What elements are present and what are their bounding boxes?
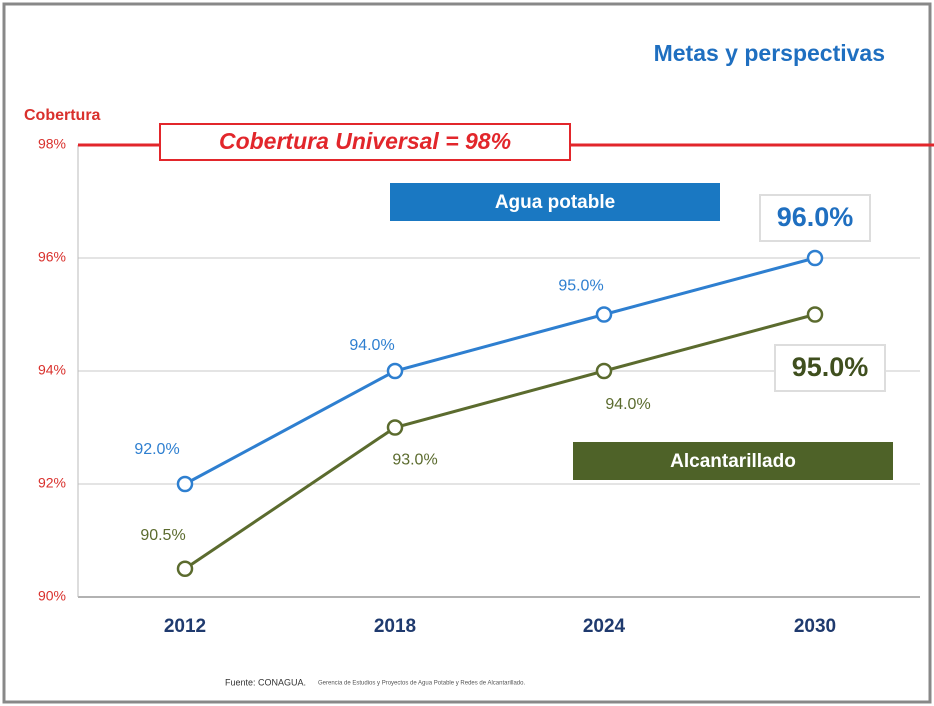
x-tick-label: 2018 bbox=[374, 616, 416, 637]
value-label: 94.0% bbox=[605, 396, 650, 413]
legend-label: Alcantarillado bbox=[670, 451, 796, 472]
value-label: 95.0% bbox=[792, 352, 869, 382]
x-tick-label: 2030 bbox=[794, 616, 836, 637]
data-point bbox=[597, 364, 611, 378]
value-label: 94.0% bbox=[349, 337, 394, 354]
target-label: Cobertura Universal = 98% bbox=[219, 128, 511, 154]
source-detail: Gerencia de Estudios y Proyectos de Agua… bbox=[318, 681, 525, 687]
x-tick-label: 2024 bbox=[583, 616, 626, 637]
chart: Metas y perspectivas Cobertura Fuente: C… bbox=[0, 0, 934, 706]
value-label: 92.0% bbox=[134, 441, 179, 458]
source: Fuente: CONAGUA. bbox=[225, 677, 306, 687]
data-point bbox=[597, 308, 611, 322]
page: Metas y perspectivas Cobertura Fuente: C… bbox=[0, 0, 934, 706]
data-point bbox=[388, 421, 402, 435]
y-tick-label: 90% bbox=[38, 588, 66, 604]
legend-label: Agua potable bbox=[495, 192, 615, 213]
y-tick-label: 92% bbox=[38, 475, 66, 491]
y-axis-title: Cobertura bbox=[24, 107, 101, 124]
data-point bbox=[178, 562, 192, 576]
value-label: 95.0% bbox=[558, 278, 603, 295]
y-tick-label: 96% bbox=[38, 249, 66, 265]
data-point bbox=[388, 364, 402, 378]
data-point bbox=[178, 477, 192, 491]
data-point bbox=[808, 251, 822, 265]
chart-title: Metas y perspectivas bbox=[654, 40, 885, 66]
value-label: 93.0% bbox=[392, 452, 437, 469]
x-tick-label: 2012 bbox=[164, 616, 206, 637]
y-tick-label: 94% bbox=[38, 362, 66, 378]
data-point bbox=[808, 308, 822, 322]
y-tick-label: 98% bbox=[38, 136, 66, 152]
value-label: 96.0% bbox=[777, 202, 854, 232]
value-label: 90.5% bbox=[140, 527, 185, 544]
